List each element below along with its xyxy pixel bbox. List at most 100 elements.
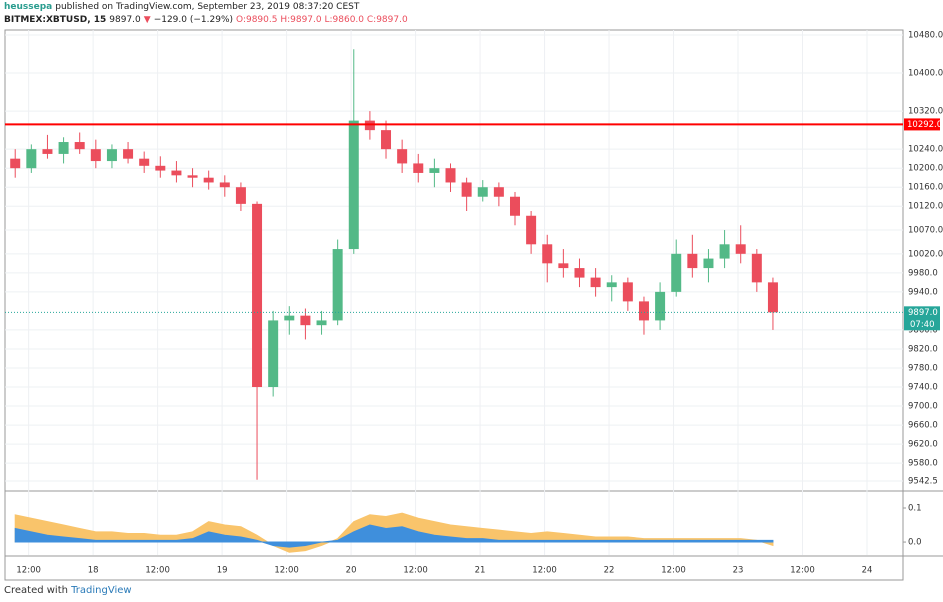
candle-body — [558, 263, 569, 269]
y-tick-label: 10200.0 — [908, 164, 943, 174]
candle-body — [445, 168, 456, 183]
y-tick-label: 9620.0 — [908, 440, 938, 450]
candle-body — [397, 149, 408, 164]
candle-body — [332, 249, 343, 321]
price: 9897.0 — [109, 15, 141, 25]
hline-label-box — [904, 118, 940, 131]
candle-body — [235, 187, 246, 204]
chart: 10480.0 10400.0 10320.0 10240.0 10200.0 10160… — [4, 29, 943, 581]
candle-body — [590, 277, 601, 288]
y-tick-label: 9980.0 — [908, 268, 938, 278]
y-tick-label: 10400.0 — [908, 69, 943, 79]
y-tick-label: 10070.0 — [908, 226, 943, 236]
candle-body — [268, 320, 279, 388]
x-tick-label: 23 — [733, 566, 744, 576]
candle-body — [139, 158, 150, 166]
candle-body — [655, 291, 666, 321]
y-tick-label: 9820.0 — [908, 344, 938, 354]
arrow: ▼ — [143, 15, 151, 25]
y-tick-label: 9542.5 — [908, 476, 938, 486]
created: Created with — [4, 585, 68, 596]
y-tick-label: 9740.0 — [908, 383, 938, 393]
candle-body — [526, 215, 537, 245]
candle-body — [381, 130, 392, 150]
candle-body — [606, 282, 617, 288]
last-price-box — [904, 306, 940, 331]
x-tick-label: 20 — [346, 566, 357, 576]
x-tick-label: 18 — [88, 566, 99, 576]
ohlc: O:9890.5 H:9897.0 L:9860.0 C:9897.0 — [236, 15, 408, 25]
candle-body — [348, 120, 359, 250]
x-tick-label: 12:00 — [403, 566, 428, 576]
y-tick-label: 9700.0 — [908, 402, 938, 412]
candle-body — [58, 142, 69, 154]
footer: Created with TradingView — [4, 585, 132, 596]
candle-body — [493, 187, 504, 197]
brand[interactable]: TradingView — [71, 585, 132, 596]
x-tick-label: 12:00 — [145, 566, 170, 576]
y-tick-label: 10480.0 — [908, 30, 943, 40]
candle-body — [106, 149, 117, 162]
indicator-area — [14, 524, 774, 548]
candle-body — [316, 320, 327, 326]
candle-body — [622, 282, 633, 302]
y-tick-label: 9660.0 — [908, 421, 938, 431]
hline-label: 10292.0 — [907, 120, 942, 130]
candle-body — [542, 244, 553, 264]
candle-body — [26, 149, 37, 169]
y-tick-label: 10160.0 — [908, 183, 943, 193]
candle-body — [477, 187, 488, 197]
x-tick-label: 12:00 — [790, 566, 815, 576]
x-tick-label: 22 — [604, 566, 615, 576]
countdown: 07:40 — [910, 320, 935, 330]
y-tick-label: 10020.0 — [908, 249, 943, 259]
candle-body — [123, 149, 134, 159]
candle-body — [219, 182, 230, 188]
published: published on TradingView.com, September … — [55, 2, 360, 12]
candle-body — [719, 244, 730, 259]
candle-body — [671, 253, 682, 292]
candle-body — [10, 158, 21, 169]
x-tick-label: 12:00 — [16, 566, 41, 576]
candle-body — [509, 196, 520, 216]
candle-body — [703, 258, 714, 269]
candle-body — [42, 149, 53, 154]
candle-body — [300, 315, 311, 326]
candle-body — [735, 244, 746, 254]
candle-body — [751, 253, 762, 283]
candle-body — [687, 253, 698, 269]
y-tick-label: 9940.0 — [908, 287, 938, 297]
y-tick-label: 10120.0 — [908, 202, 943, 212]
candle-body — [203, 177, 214, 183]
header-line-2: BITMEX:XBTUSD, 15 9897.0 ▼ −129.0 (−1.29%) O… — [4, 15, 411, 25]
candle-body — [413, 163, 424, 173]
candle-body — [461, 182, 472, 197]
y-tick-label: 9860.0 — [908, 325, 938, 335]
candle-body — [252, 203, 263, 388]
candle-body — [90, 149, 101, 162]
header-line-1: heussepa published on TradingView.com, Se… — [4, 2, 362, 12]
y-tick-label: 10320.0 — [908, 107, 943, 117]
last-price-label: 9897.0 — [908, 308, 938, 318]
candle-body — [74, 142, 85, 150]
y-tick-label: 9780.0 — [908, 363, 938, 373]
candle-body — [155, 165, 166, 171]
x-tick-label: 21 — [475, 566, 486, 576]
candle-body — [171, 170, 182, 176]
candle-body — [284, 315, 295, 321]
symbol: BITMEX:XBTUSD, 15 — [4, 15, 107, 25]
indicator-tick-label: 0.1 — [908, 504, 922, 514]
x-tick-label: 12:00 — [274, 566, 299, 576]
x-tick-label: 12:00 — [532, 566, 557, 576]
candle-body — [429, 168, 440, 173]
user[interactable]: heussepa — [4, 2, 53, 12]
y-tick-label: 9580.0 — [908, 459, 938, 469]
candle-body — [638, 301, 649, 321]
candle-body — [574, 268, 585, 278]
y-tick-label: 10240.0 — [908, 145, 943, 155]
indicator-tick-label: 0.0 — [908, 538, 922, 548]
x-tick-label: 24 — [862, 566, 873, 576]
x-tick-label: 12:00 — [661, 566, 686, 576]
candle-body — [187, 175, 198, 178]
